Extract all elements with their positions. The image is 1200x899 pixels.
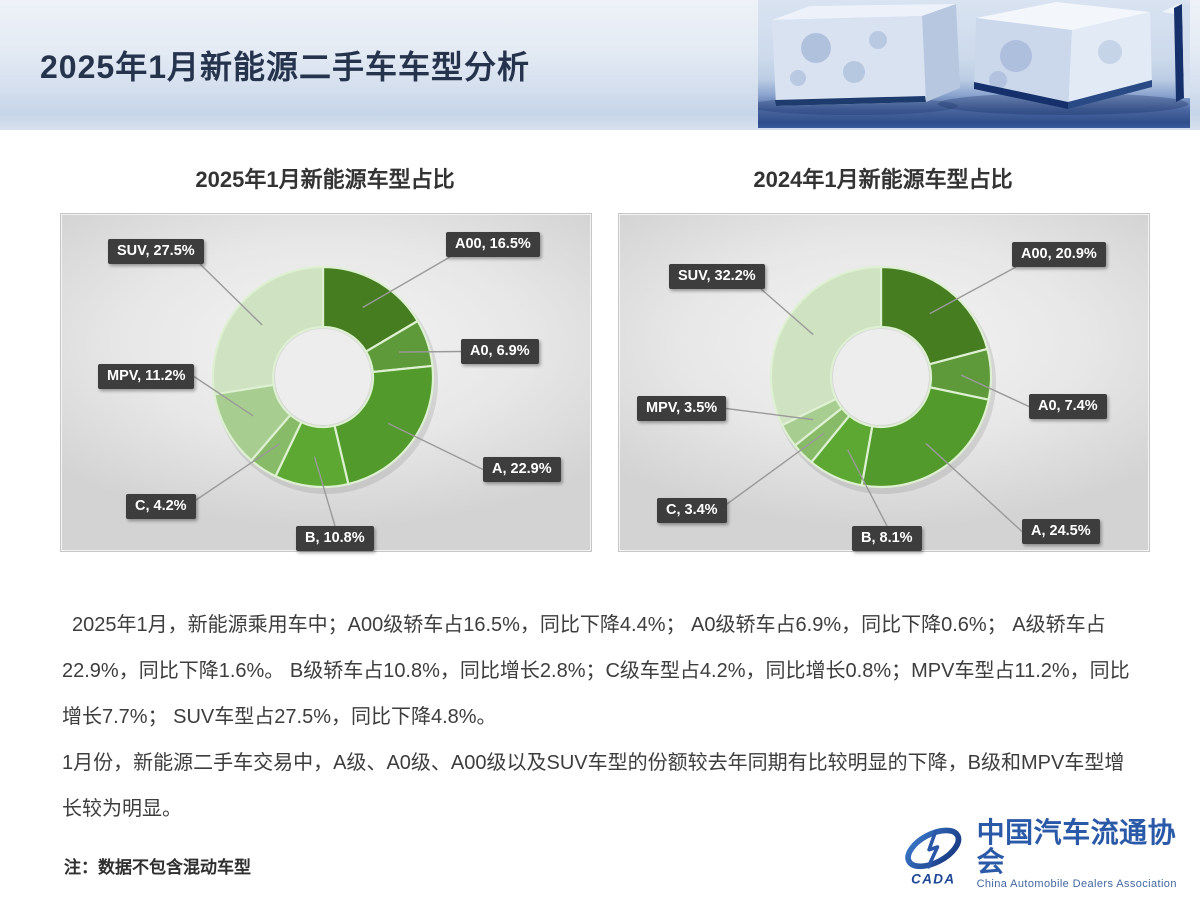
chart-label-C: C, 3.4% [657,498,727,523]
chart-label-SUV: SUV, 27.5% [108,239,204,264]
donut-segment-A00 [879,265,989,366]
cada-logo: CADA 中国汽车流通协会 China Automobile Dealers A… [898,818,1200,890]
donut-chart-svg [725,265,1030,533]
chart-label-A0: A0, 6.9% [461,339,539,364]
cada-logo-mark: CADA [911,872,955,887]
page-title: 2025年1月新能源二手车车型分析 [40,49,530,85]
analysis-paragraph-2: 1月份，新能源二手车交易中，A级、A0级、A00级以及SUV车型的份额较去年同期… [62,752,1125,820]
chart-label-MPV: MPV, 3.5% [637,396,727,421]
footnote: 注：数据不包含混动车型 [64,858,251,877]
cada-logo-text: 中国汽车流通协会 China Automobile Dealers Associ… [977,818,1200,890]
chart-label-A00: A00, 20.9% [1012,242,1106,267]
donut-chart-svg [193,256,484,527]
donut-segment-A [860,386,990,489]
donut-chart-2025: A00, 16.5% A0, 6.9% A, 22.9% B, 10.8% C, 4.2… [60,213,592,552]
chart-label-B: B, 8.1% [852,526,922,551]
chart-title-2025: 2025年1月新能源车型占比 [195,167,455,192]
cubes-decoration-image [758,0,1190,128]
cubes-graphic [758,2,1190,115]
cada-logo-name-cn: 中国汽车流通协会 [976,815,1177,879]
analysis-text-block: 2025年1月，新能源乘用车中；A00级轿车占16.5%，同比下降4.4%； A… [62,602,1142,832]
chart-label-SUV: SUV, 32.2% [669,264,765,289]
chart-label-A00: A00, 16.5% [446,232,540,257]
chart-label-MPV: MPV, 11.2% [98,364,195,389]
donut-chart-2024: A00, 20.9% A0, 7.4% A, 24.5% B, 8.1% C, 3.4%… [618,213,1150,552]
cada-logo-icon: CADA [905,827,962,887]
donut-segment-SUV [211,265,325,396]
donut-segment-A [333,364,435,486]
chart-label-A: A, 22.9% [483,457,561,482]
chart-label-A: A, 24.5% [1022,519,1100,544]
analysis-paragraph-1: 2025年1月，新能源乘用车中；A00级轿车占16.5%，同比下降4.4%； A… [62,614,1130,728]
donut-segment-A00 [321,265,419,353]
chart-title-2024: 2024年1月新能源车型占比 [753,167,1013,192]
donut-segment-SUV [769,265,883,427]
chart-label-C: C, 4.2% [126,494,196,519]
chart-label-A0: A0, 7.4% [1029,394,1107,419]
chart-label-B: B, 10.8% [296,526,374,551]
cada-logo-name-en: China Automobile Dealers Association [976,877,1177,890]
header-band: 2025年1月新能源二手车车型分析 [0,0,1200,130]
